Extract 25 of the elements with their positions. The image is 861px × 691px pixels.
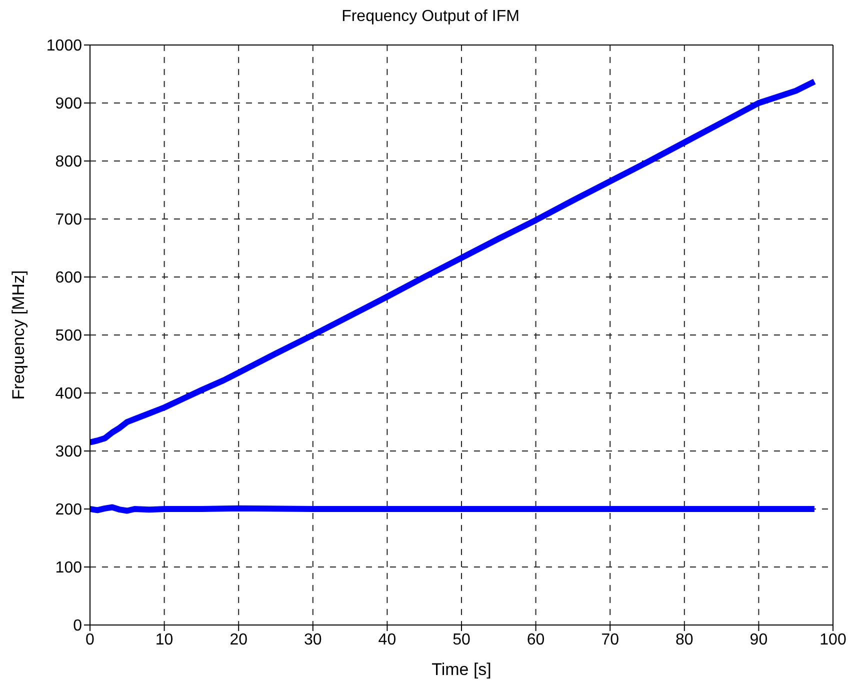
x-tick-label: 60 bbox=[526, 631, 545, 648]
y-tick-label: 500 bbox=[55, 328, 82, 345]
y-tick-label: 200 bbox=[55, 502, 82, 519]
x-tick-label: 90 bbox=[750, 631, 768, 648]
y-tick-label: 0 bbox=[73, 618, 82, 635]
y-tick-label: 400 bbox=[55, 386, 82, 403]
x-tick-label: 50 bbox=[452, 631, 470, 648]
x-tick-label: 20 bbox=[230, 631, 248, 648]
x-tick-label: 0 bbox=[86, 631, 95, 648]
chart-title: Frequency Output of IFM bbox=[340, 8, 520, 26]
x-tick-label: 40 bbox=[378, 631, 396, 648]
y-tick-label: 300 bbox=[55, 444, 82, 461]
x-tick-label: 10 bbox=[155, 631, 174, 648]
y-tick-label: 600 bbox=[55, 270, 82, 287]
y-tick-label: 100 bbox=[55, 560, 82, 577]
y-tick-label: 1000 bbox=[46, 38, 82, 55]
x-tick-label: 80 bbox=[676, 631, 694, 648]
y-tick-label: 700 bbox=[55, 212, 82, 229]
y-tick-label: 800 bbox=[55, 154, 82, 171]
x-tick-label: 70 bbox=[601, 631, 620, 648]
y-axis-title: Frequency [MHz] bbox=[9, 270, 28, 400]
x-tick-label: 30 bbox=[304, 631, 322, 648]
y-tick-label: 900 bbox=[55, 96, 82, 113]
x-tick-label: 100 bbox=[820, 631, 846, 648]
x-axis-title: Time [s] bbox=[432, 660, 492, 679]
